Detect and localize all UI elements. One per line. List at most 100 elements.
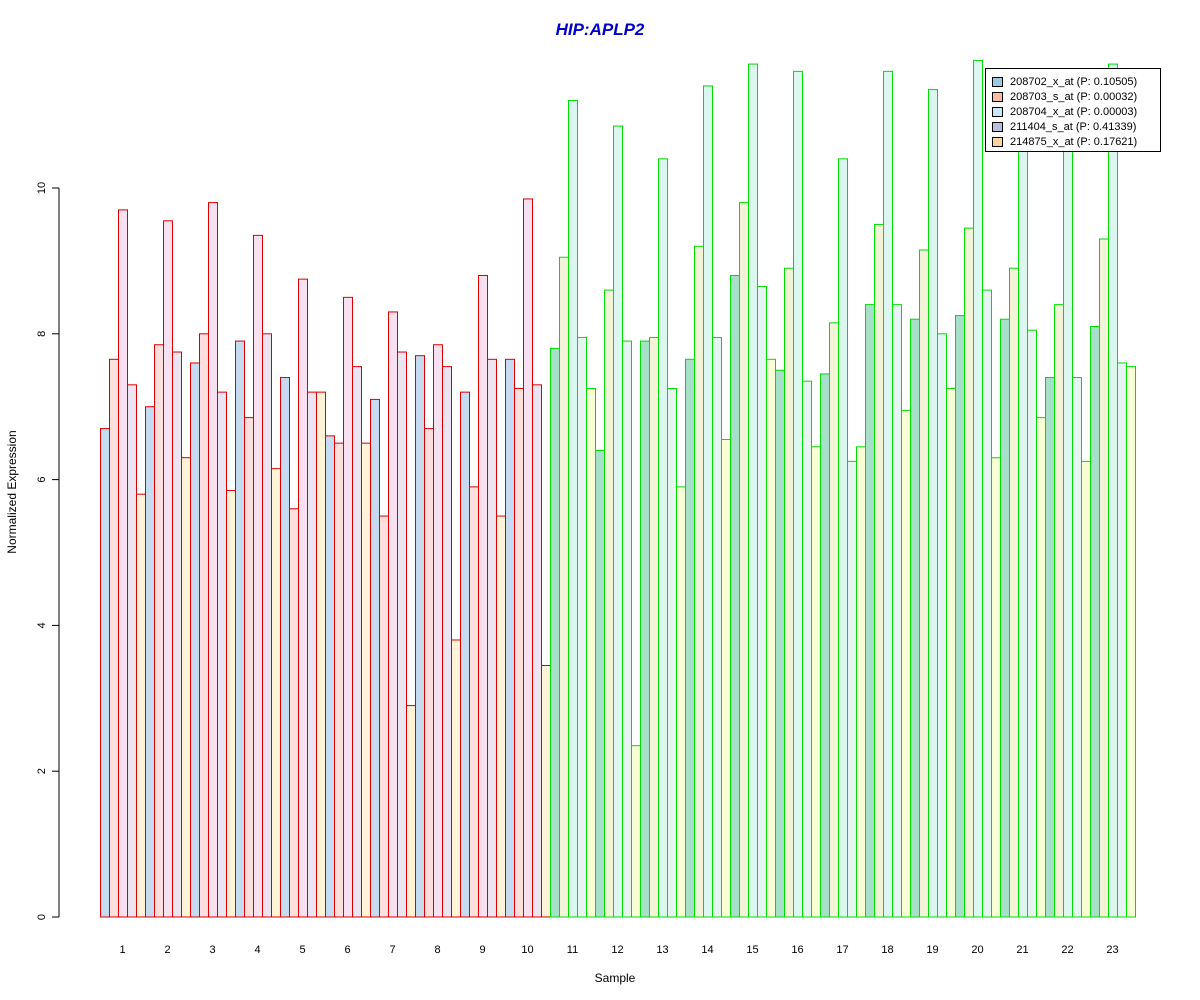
bar [811,446,821,918]
bar [550,347,560,918]
bar [361,442,371,918]
y-tick-label: 0 [36,914,48,920]
y-tick-label: 10 [36,182,48,194]
legend-label: 211404_s_at (P: 0.41339) [1010,120,1137,133]
x-tick-label: 14 [701,944,713,956]
bar [1117,362,1127,918]
bar [676,486,686,918]
bar [631,745,641,918]
bar [523,198,533,918]
bar [532,384,542,918]
bar [568,100,578,918]
bar [253,234,263,918]
bar [586,387,596,918]
bar [415,355,425,918]
bar [514,387,524,918]
bar [406,705,416,918]
bar [1054,304,1064,918]
bar [919,249,929,918]
bar [775,369,785,918]
bar [793,70,803,918]
bar [1090,326,1100,918]
legend-item: 211404_s_at (P: 0.41339) [992,119,1160,134]
bar [730,274,740,918]
bar [217,391,227,918]
bar [496,515,506,918]
x-tick-label: 8 [434,944,440,956]
bar [325,435,335,918]
x-tick-label: 5 [299,944,305,956]
bar [766,358,776,918]
bar [910,318,920,918]
bar [595,449,605,918]
bar [280,377,290,918]
bar [289,508,299,918]
bar [199,333,209,918]
bar [1045,377,1055,918]
legend-swatch [992,76,1003,87]
bar [973,59,983,918]
bar [541,664,551,918]
bar [208,202,218,918]
bar [343,296,353,918]
bar [847,460,857,918]
bar [460,391,470,918]
x-tick-label: 12 [611,944,623,956]
bar [856,446,866,918]
bar [109,358,119,918]
bar [1072,377,1082,918]
bar [163,220,173,918]
bar [1009,267,1019,918]
bar [982,289,992,918]
x-tick-label: 9 [479,944,485,956]
bar [712,336,722,918]
bar [271,468,281,918]
bar [955,315,965,918]
bar [397,351,407,918]
bar [937,333,947,918]
bar [613,125,623,918]
bar [964,227,974,918]
bar [685,358,695,918]
bar [1126,366,1136,918]
bar [883,70,893,918]
bar [388,311,398,918]
x-tick-label: 10 [521,944,533,956]
bar [1018,70,1028,918]
legend-item: 208702_x_at (P: 0.10505) [992,74,1160,89]
bar [1036,417,1046,918]
bar [451,639,461,918]
bar [667,387,677,918]
legend-label: 208704_x_at (P: 0.00003) [1010,105,1138,118]
bar [1000,318,1010,918]
bar [559,256,569,918]
bar [928,89,938,918]
bar [181,457,191,918]
bar [901,409,911,918]
bar [100,428,110,918]
bar [1063,107,1073,918]
bar [433,344,443,918]
bar [370,398,380,918]
x-tick-label: 20 [971,944,983,956]
bar [1027,329,1037,918]
y-tick-label: 2 [36,768,48,774]
bar [307,391,317,918]
chart-legend: 208702_x_at (P: 0.10505) 208703_s_at (P:… [985,68,1161,152]
legend-swatch [992,106,1003,117]
x-tick-label: 15 [746,944,758,956]
bar [649,336,659,918]
legend-item: 214875_x_at (P: 0.17621) [992,134,1160,149]
bar [784,267,794,918]
y-tick-label: 8 [36,331,48,337]
bar [748,63,758,918]
bar [190,362,200,918]
bar [1108,63,1118,918]
bar [622,340,632,918]
y-tick-label: 4 [36,622,48,628]
bar [1081,460,1091,918]
bar [658,158,668,918]
bar [604,289,614,918]
bar [334,442,344,918]
bar [136,493,146,918]
